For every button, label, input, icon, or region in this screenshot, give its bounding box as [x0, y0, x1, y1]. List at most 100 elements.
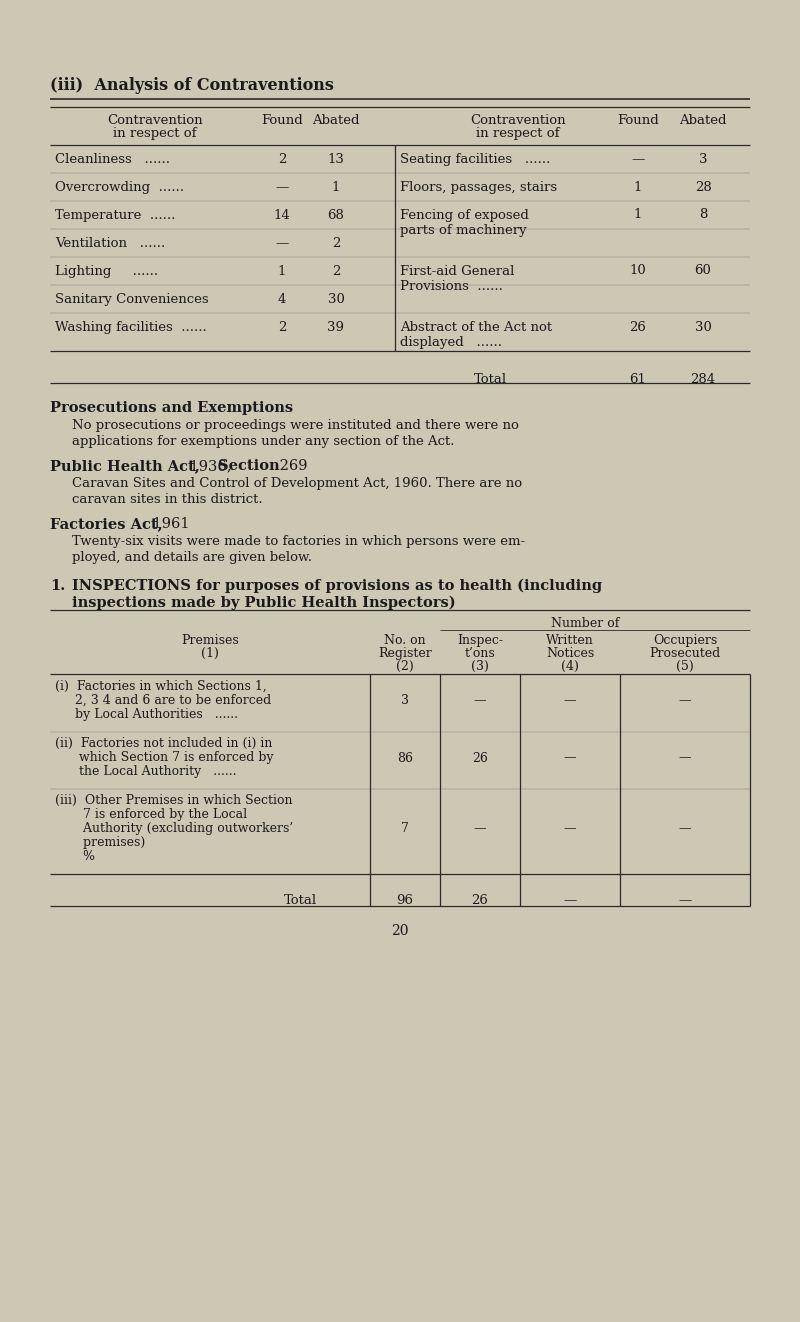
Text: 26: 26 [471, 894, 489, 907]
Text: Occupiers: Occupiers [653, 635, 717, 646]
Text: —: — [563, 894, 577, 907]
Text: 4: 4 [278, 293, 286, 305]
Text: Contravention: Contravention [107, 114, 203, 127]
Text: Overcrowding  ......: Overcrowding ...... [55, 181, 184, 194]
Text: Total: Total [474, 373, 506, 386]
Text: Contravention: Contravention [470, 114, 566, 127]
Text: 1961: 1961 [148, 517, 190, 531]
Text: —: — [631, 153, 645, 167]
Text: —: — [678, 822, 691, 836]
Text: 96: 96 [397, 894, 414, 907]
Text: 2: 2 [278, 153, 286, 167]
Text: 1.: 1. [50, 579, 66, 594]
Text: Abated: Abated [312, 114, 360, 127]
Text: 8: 8 [699, 209, 707, 222]
Text: No prosecutions or proceedings were instituted and there were no: No prosecutions or proceedings were inst… [72, 419, 519, 432]
Text: 1: 1 [634, 181, 642, 194]
Text: First-aid General
Provisions  ......: First-aid General Provisions ...... [400, 264, 514, 293]
Text: Twenty-six visits were made to factories in which persons were em-: Twenty-six visits were made to factories… [72, 535, 525, 549]
Text: (ii)  Factories not included in (i) in: (ii) Factories not included in (i) in [55, 736, 272, 750]
Text: 30: 30 [694, 321, 711, 334]
Text: —: — [678, 751, 691, 764]
Text: Premises: Premises [181, 635, 239, 646]
Text: Caravan Sites and Control of Development Act, 1960. There are no: Caravan Sites and Control of Development… [72, 477, 522, 490]
Text: —: — [564, 751, 576, 764]
Text: —: — [474, 822, 486, 836]
Text: Lighting     ......: Lighting ...... [55, 264, 158, 278]
Text: 39: 39 [327, 321, 345, 334]
Text: INSPECTIONS for purposes of provisions as to health (including: INSPECTIONS for purposes of provisions a… [72, 579, 602, 594]
Text: Inspec-: Inspec- [457, 635, 503, 646]
Text: 2: 2 [332, 237, 340, 250]
Text: by Local Authorities   ......: by Local Authorities ...... [55, 709, 238, 720]
Text: 2: 2 [332, 264, 340, 278]
Text: 26: 26 [472, 751, 488, 764]
Text: Temperature  ......: Temperature ...... [55, 209, 175, 222]
Text: (i)  Factories in which Sections 1,: (i) Factories in which Sections 1, [55, 680, 266, 693]
Text: 284: 284 [690, 373, 715, 386]
Text: Prosecutions and Exemptions: Prosecutions and Exemptions [50, 401, 293, 415]
Text: —: — [678, 694, 691, 707]
Text: 3: 3 [401, 694, 409, 707]
Text: 7 is enforced by the Local: 7 is enforced by the Local [55, 808, 247, 821]
Text: Register: Register [378, 646, 432, 660]
Text: Number of: Number of [551, 617, 619, 631]
Text: 60: 60 [694, 264, 711, 278]
Text: (2): (2) [396, 660, 414, 673]
Text: 3: 3 [698, 153, 707, 167]
Text: No. on: No. on [384, 635, 426, 646]
Text: 1: 1 [332, 181, 340, 194]
Text: Total: Total [283, 894, 317, 907]
Text: (iii)  Other Premises in which Section: (iii) Other Premises in which Section [55, 795, 293, 806]
Text: (3): (3) [471, 660, 489, 673]
Text: 10: 10 [630, 264, 646, 278]
Text: —: — [564, 694, 576, 707]
Text: the Local Authority   ......: the Local Authority ...... [55, 765, 237, 779]
Text: Found: Found [261, 114, 303, 127]
Text: Floors, passages, stairs: Floors, passages, stairs [400, 181, 557, 194]
Text: —: — [275, 237, 289, 250]
Text: inspections made by Public Health Inspectors): inspections made by Public Health Inspec… [72, 596, 456, 611]
Text: (iii)  Analysis of Contraventions: (iii) Analysis of Contraventions [50, 77, 334, 94]
Text: %: % [55, 850, 95, 863]
Text: —: — [275, 181, 289, 194]
Text: Authority (excluding outworkers’: Authority (excluding outworkers’ [55, 822, 294, 836]
Text: 86: 86 [397, 751, 413, 764]
Text: Section: Section [218, 459, 280, 473]
Text: 30: 30 [327, 293, 345, 305]
Text: Prosecuted: Prosecuted [650, 646, 721, 660]
Text: Seating facilities   ......: Seating facilities ...... [400, 153, 550, 167]
Text: Public Health Act,: Public Health Act, [50, 459, 200, 473]
Text: 1: 1 [634, 209, 642, 222]
Text: in respect of: in respect of [476, 127, 560, 140]
Text: ployed, and details are given below.: ployed, and details are given below. [72, 551, 312, 564]
Text: caravan sites in this district.: caravan sites in this district. [72, 493, 262, 506]
Text: Fencing of exposed
parts of machinery: Fencing of exposed parts of machinery [400, 209, 529, 237]
Text: (1): (1) [201, 646, 219, 660]
Text: applications for exemptions under any section of the Act.: applications for exemptions under any se… [72, 435, 454, 448]
Text: Washing facilities  ......: Washing facilities ...... [55, 321, 206, 334]
Text: which Section 7 is enforced by: which Section 7 is enforced by [55, 751, 274, 764]
Text: Factories Act,: Factories Act, [50, 517, 162, 531]
Text: t’ons: t’ons [465, 646, 495, 660]
Text: 68: 68 [327, 209, 345, 222]
Text: 61: 61 [630, 373, 646, 386]
Text: 1: 1 [278, 264, 286, 278]
Text: Written: Written [546, 635, 594, 646]
Text: Ventilation   ......: Ventilation ...... [55, 237, 166, 250]
Text: (4): (4) [561, 660, 579, 673]
Text: 13: 13 [327, 153, 345, 167]
Text: 1936,: 1936, [185, 459, 236, 473]
Text: 26: 26 [630, 321, 646, 334]
Text: in respect of: in respect of [114, 127, 197, 140]
Text: 269: 269 [275, 459, 307, 473]
Text: Found: Found [617, 114, 659, 127]
Text: premises): premises) [55, 836, 146, 849]
Text: 2: 2 [278, 321, 286, 334]
Text: (5): (5) [676, 660, 694, 673]
Text: Sanitary Conveniences: Sanitary Conveniences [55, 293, 209, 305]
Text: Cleanliness   ......: Cleanliness ...... [55, 153, 170, 167]
Text: 20: 20 [391, 924, 409, 939]
Text: Abated: Abated [679, 114, 726, 127]
Text: 2, 3 4 and 6 are to be enforced: 2, 3 4 and 6 are to be enforced [55, 694, 271, 707]
